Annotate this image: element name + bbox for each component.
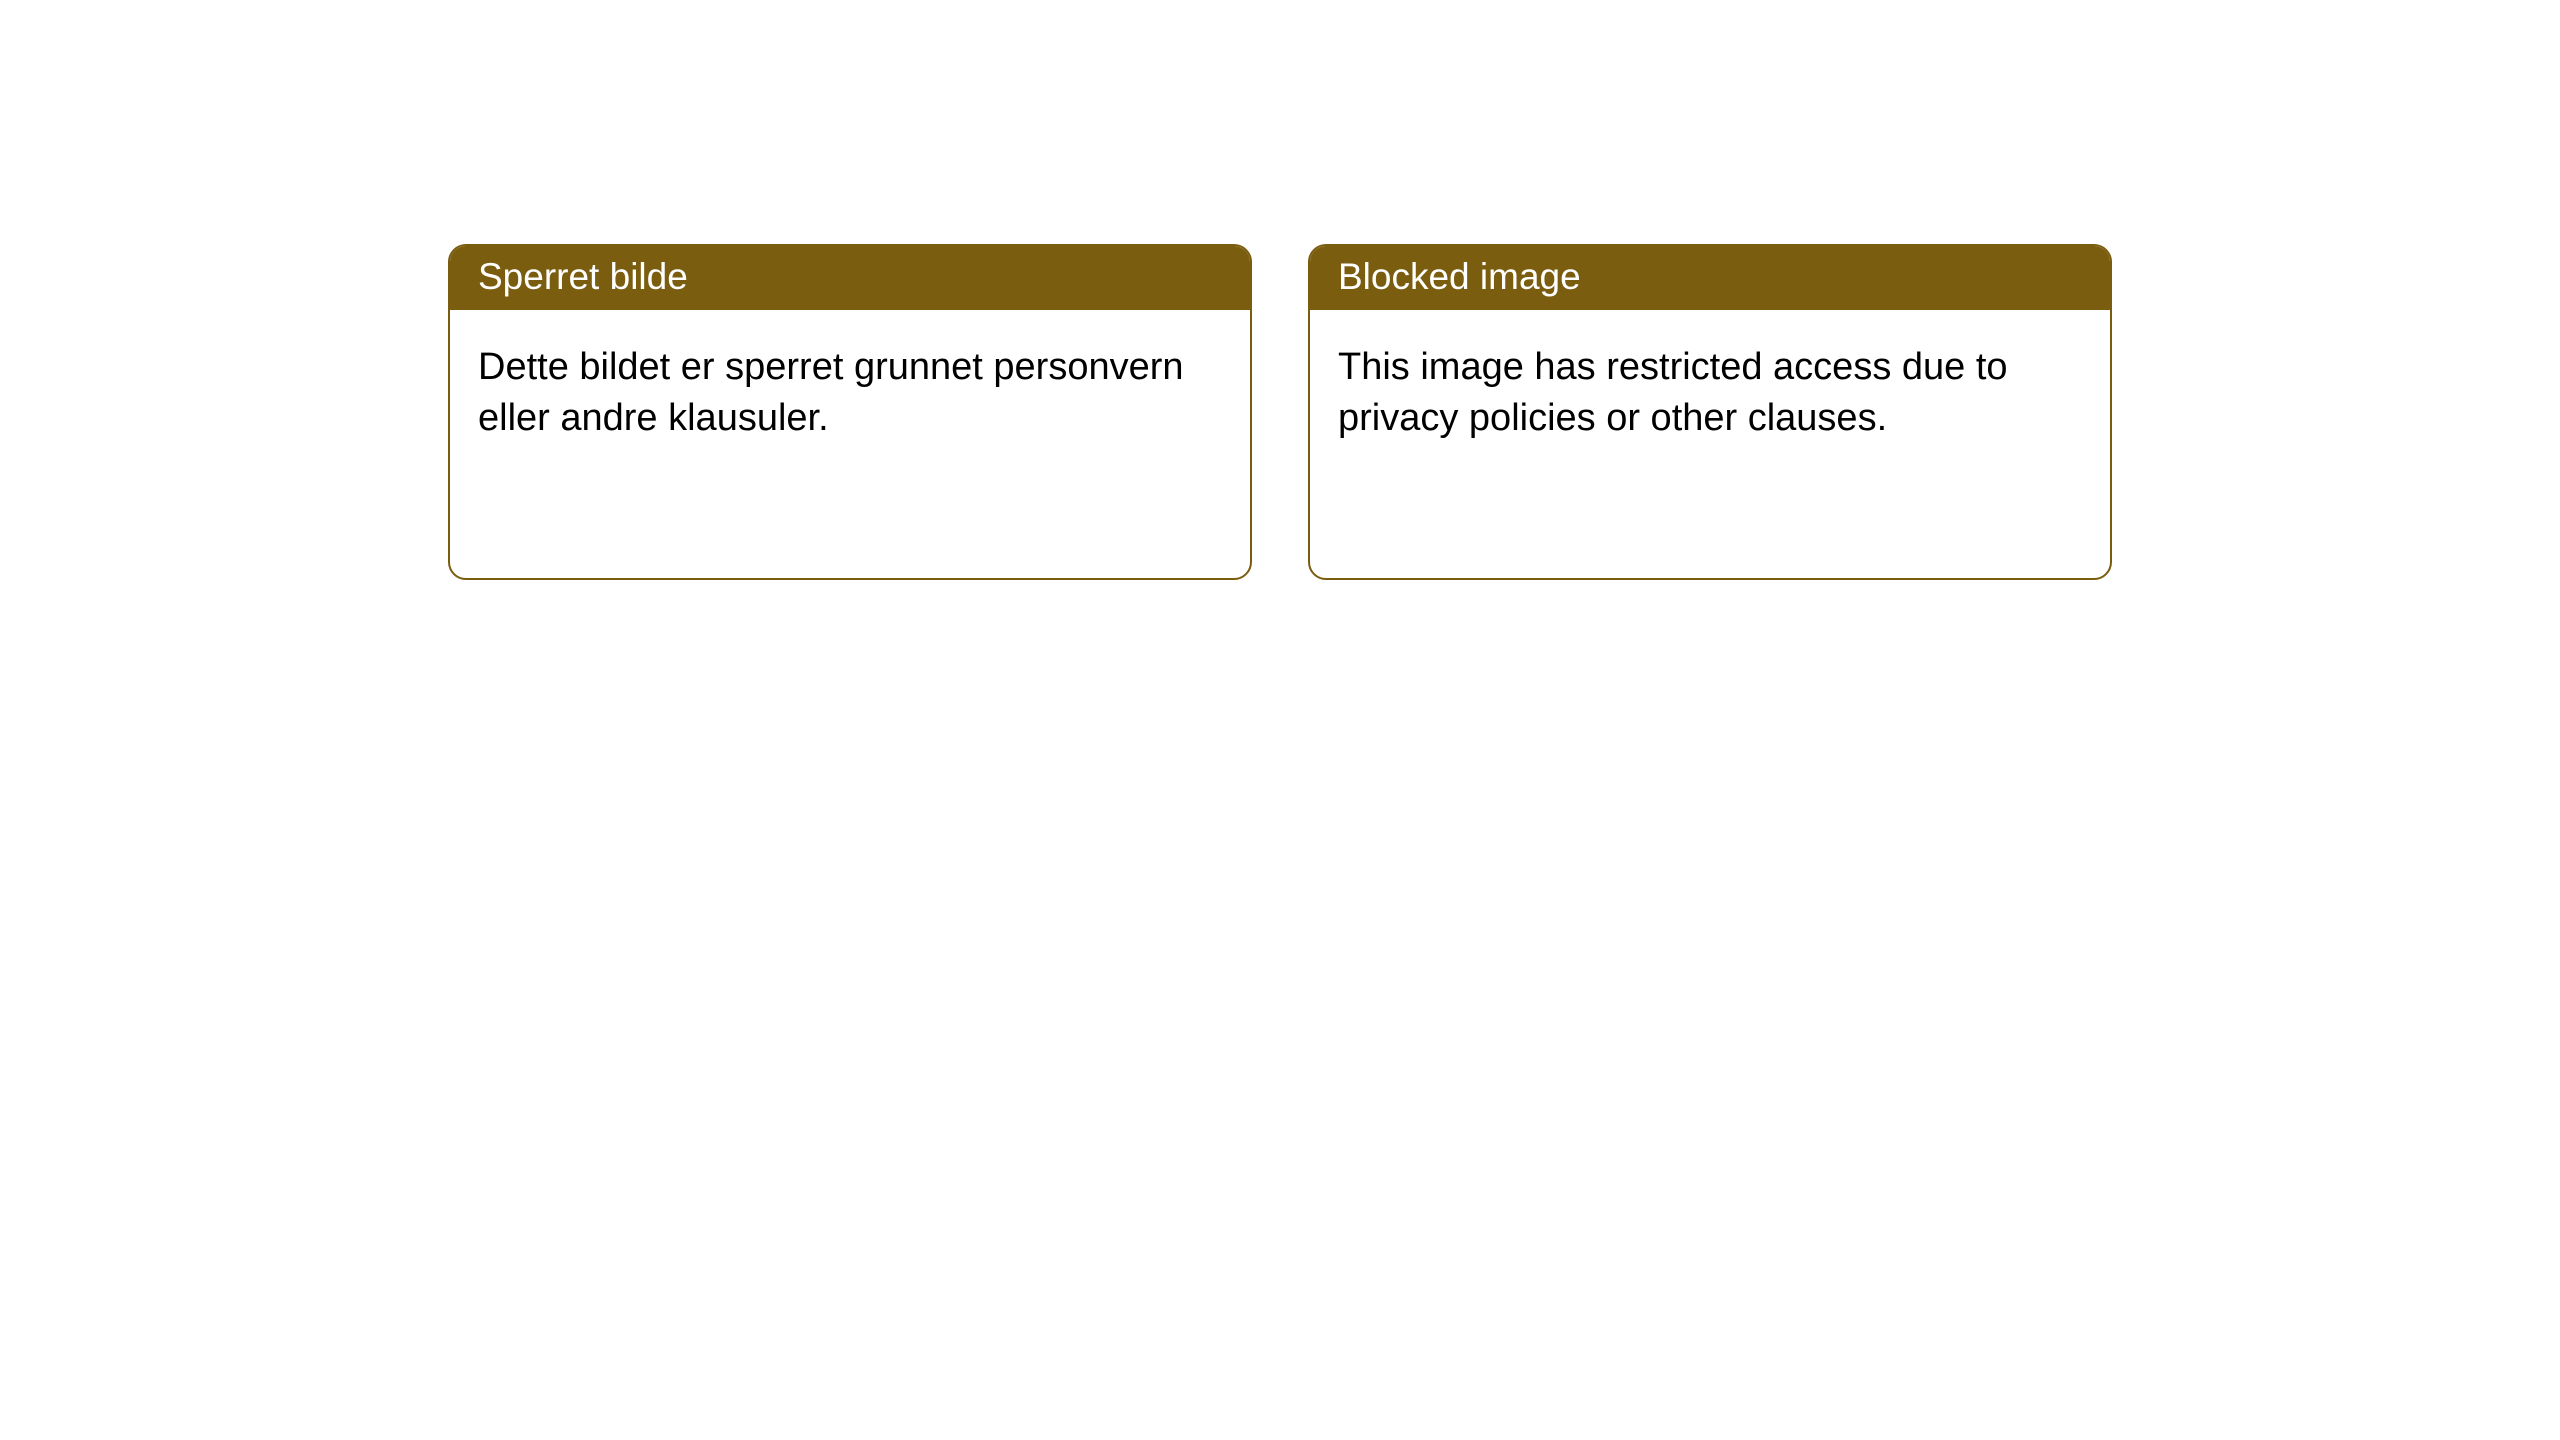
card-body-no: Dette bildet er sperret grunnet personve… (450, 310, 1250, 477)
blocked-image-card-en: Blocked image This image has restricted … (1308, 244, 2112, 580)
card-container: Sperret bilde Dette bildet er sperret gr… (448, 244, 2560, 580)
card-header-en: Blocked image (1310, 246, 2110, 310)
card-title-en: Blocked image (1338, 256, 1581, 297)
blocked-image-card-no: Sperret bilde Dette bildet er sperret gr… (448, 244, 1252, 580)
card-title-no: Sperret bilde (478, 256, 688, 297)
card-body-text-no: Dette bildet er sperret grunnet personve… (478, 346, 1184, 439)
card-header-no: Sperret bilde (450, 246, 1250, 310)
card-body-en: This image has restricted access due to … (1310, 310, 2110, 477)
card-body-text-en: This image has restricted access due to … (1338, 346, 2008, 439)
